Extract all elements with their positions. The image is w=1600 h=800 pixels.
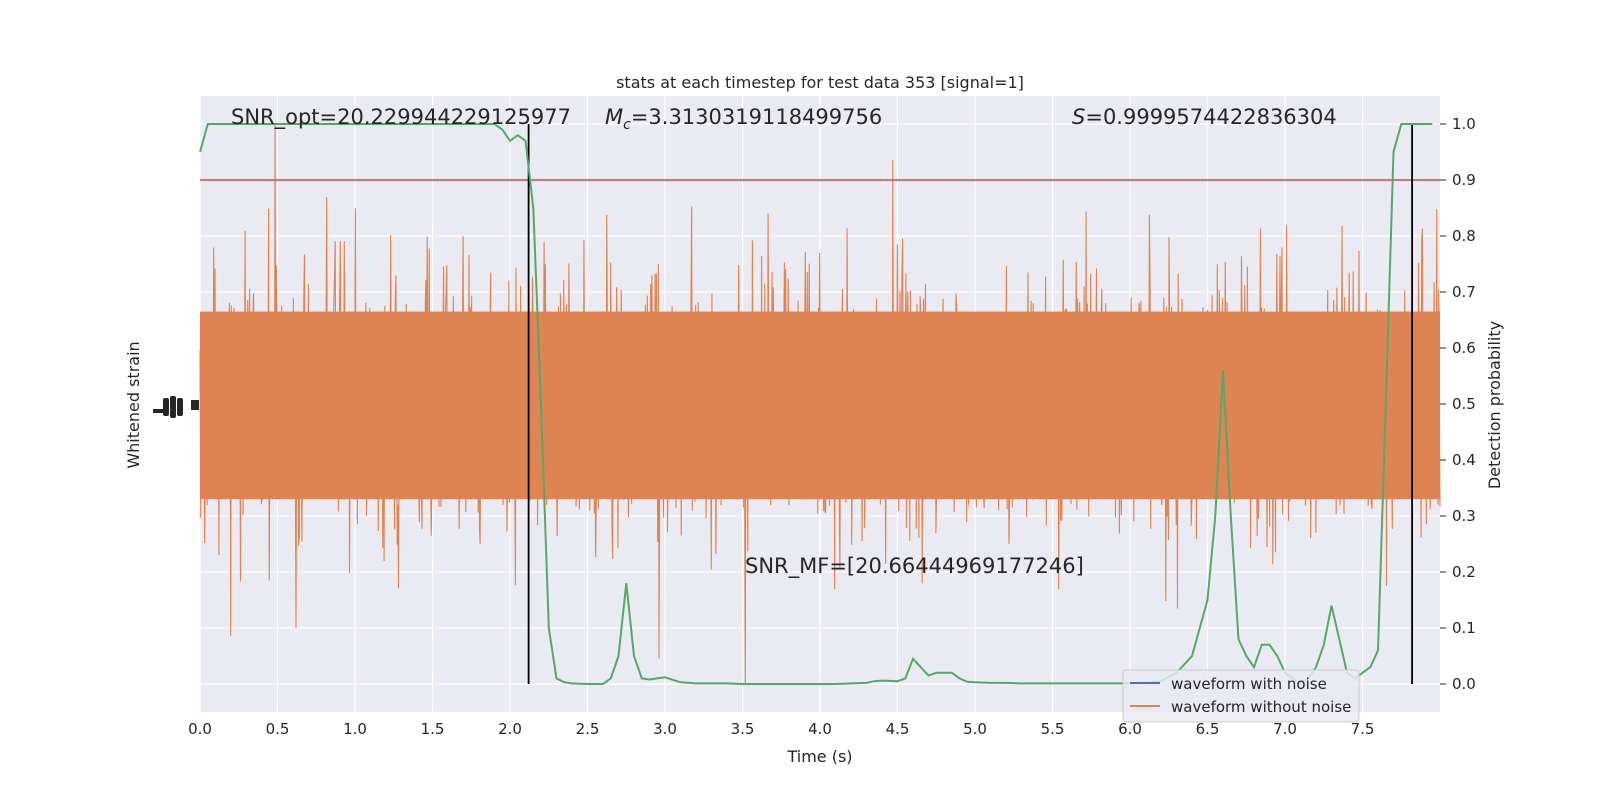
x-axis-label: Time (s) <box>786 747 852 766</box>
y-tick-label: 0.5 <box>1452 395 1476 413</box>
legend: waveform with noise waveform without noi… <box>1122 669 1360 723</box>
x-tick-label: 1.5 <box>421 720 445 738</box>
x-tick-label: 2.5 <box>576 720 600 738</box>
x-tick-label: 4.5 <box>886 720 910 738</box>
y-axis-label-right: Detection probability <box>1485 321 1504 489</box>
snr-opt-annotation: SNR_opt=20.229944229125977 <box>231 105 571 130</box>
x-tick-label: 4.0 <box>808 720 832 738</box>
y-tick-label: 0.4 <box>1452 451 1476 469</box>
legend-label-clean: waveform without noise <box>1171 698 1351 716</box>
y-tick-label: 0.7 <box>1452 283 1476 301</box>
x-tick-label: 0.0 <box>188 720 212 738</box>
significance-annotation: S=0.9999574422836304 <box>1072 105 1337 129</box>
x-tick-label: 7.5 <box>1351 720 1375 738</box>
y-axis-label-left: Whitened strain <box>124 341 143 468</box>
legend-label-noise: waveform with noise <box>1171 675 1327 693</box>
x-tick-label: 6.0 <box>1118 720 1142 738</box>
y-tick-label: 1.0 <box>1452 115 1476 133</box>
x-tick-label: 3.5 <box>731 720 755 738</box>
x-tick-label: 1.0 <box>343 720 367 738</box>
strain-dense-band <box>200 311 1440 500</box>
x-tick-label: 5.0 <box>963 720 987 738</box>
strain-series <box>199 123 1441 685</box>
y-tick-label: 0.3 <box>1452 507 1476 525</box>
left-axis-collapsed-ticks <box>153 396 199 418</box>
y-tick-label: 0.9 <box>1452 171 1476 189</box>
y-tick-label: 0.8 <box>1452 227 1476 245</box>
x-tick-label: 0.5 <box>266 720 290 738</box>
legend-box <box>1122 669 1360 723</box>
y-tick-label: 0.1 <box>1452 619 1476 637</box>
y-tick-label: 0.6 <box>1452 339 1476 357</box>
snr-mf-annotation: SNR_MF=[20.66444969177246] <box>745 554 1084 579</box>
x-tick-label: 2.0 <box>498 720 522 738</box>
y-tick-label: 0.0 <box>1452 675 1476 693</box>
x-tick-labels: 0.0 0.5 1.0 1.5 2.0 2.5 3.0 3.5 4.0 4.5 5.0 5.5 6.0 6… <box>188 720 1374 738</box>
vertical-lines <box>527 124 1413 684</box>
x-tick-label: 3.0 <box>653 720 677 738</box>
x-tick-label: 6.5 <box>1196 720 1220 738</box>
y-tick-labels: 0.0 0.1 0.2 0.3 0.4 0.5 0.6 0.7 0.8 0.9 1.0 <box>1440 115 1476 693</box>
y-tick-label: 0.2 <box>1452 563 1476 581</box>
chart-title: stats at each timestep for test data 353… <box>616 73 1024 92</box>
chirp-mass-annotation: Mc=3.3130319118499756 <box>605 105 882 133</box>
x-tick-label: 5.5 <box>1041 720 1065 738</box>
x-tick-label: 7.0 <box>1273 720 1297 738</box>
